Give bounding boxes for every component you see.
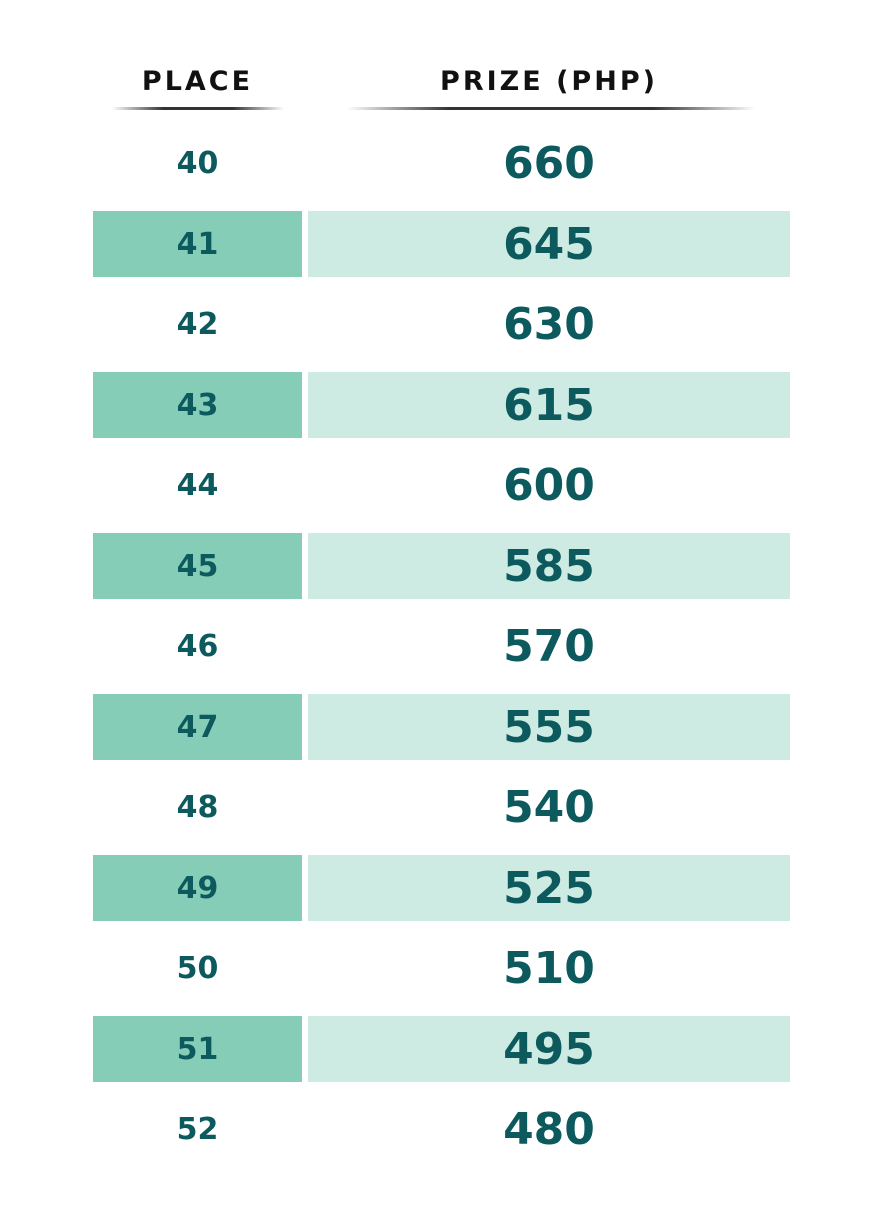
prize-cell: 540 — [503, 781, 595, 833]
place-cell: 46 — [176, 628, 219, 664]
place-cell: 51 — [93, 1016, 302, 1082]
place-cell: 43 — [93, 372, 302, 438]
table-row: 41 645 — [93, 211, 790, 277]
table-row: 44 600 — [93, 452, 790, 518]
table-row: 46 570 — [93, 613, 790, 679]
place-cell: 41 — [93, 211, 302, 277]
place-cell: 47 — [93, 694, 302, 760]
prize-cell: 495 — [308, 1016, 790, 1082]
place-cell: 52 — [176, 1111, 219, 1147]
table-row: 52 480 — [93, 1096, 790, 1162]
prize-cell: 525 — [308, 855, 790, 921]
prize-cell: 510 — [503, 942, 595, 994]
table-row: 42 630 — [93, 291, 790, 357]
prize-cell: 555 — [308, 694, 790, 760]
table-row: 49 525 — [93, 855, 790, 921]
table-row: 40 660 — [93, 130, 790, 196]
place-cell: 49 — [93, 855, 302, 921]
table-row: 45 585 — [93, 533, 790, 599]
prize-cell: 480 — [503, 1103, 595, 1155]
table-row: 43 615 — [93, 372, 790, 438]
place-cell: 48 — [176, 789, 219, 825]
prize-cell: 630 — [503, 298, 595, 350]
table-row: 47 555 — [93, 694, 790, 760]
place-cell: 50 — [176, 950, 219, 986]
prize-column-header: PRIZE (PHP) — [440, 66, 658, 97]
prize-cell: 585 — [308, 533, 790, 599]
place-cell: 44 — [176, 467, 219, 503]
prize-cell: 615 — [308, 372, 790, 438]
place-header-underline — [112, 107, 284, 110]
table-row: 51 495 — [93, 1016, 790, 1082]
table-row: 50 510 — [93, 935, 790, 1001]
prize-cell: 645 — [308, 211, 790, 277]
place-cell: 42 — [176, 306, 219, 342]
prize-cell: 570 — [503, 620, 595, 672]
prize-cell: 660 — [503, 137, 595, 189]
place-cell: 40 — [176, 145, 219, 181]
place-column-header: PLACE — [141, 66, 254, 97]
table-row: 48 540 — [93, 774, 790, 840]
place-cell: 45 — [93, 533, 302, 599]
prize-cell: 600 — [503, 459, 595, 511]
prize-header-underline — [347, 107, 755, 110]
